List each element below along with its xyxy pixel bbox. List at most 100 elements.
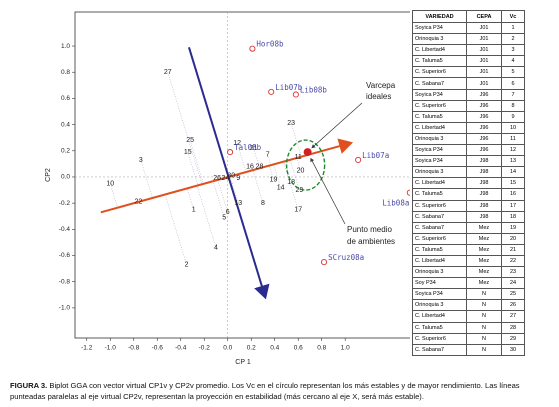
table-cell: 27: [501, 310, 525, 323]
table-cell: Soy P34: [412, 277, 467, 290]
genotype-label: 23: [287, 120, 295, 127]
table-cell: 18: [501, 210, 525, 223]
projection-line: [273, 164, 281, 188]
table-cell: Orinoquia 3: [412, 132, 467, 146]
table-cell: 3: [501, 44, 525, 57]
table-cell: 2: [501, 33, 525, 46]
environment-point: [227, 149, 234, 156]
table-cell: 8: [501, 99, 525, 112]
table-row: C. Libertad4 J96 10: [412, 121, 525, 134]
table-cell: 10: [501, 121, 525, 134]
table-row: C. Superior6 Mez 20: [412, 232, 525, 245]
cp2v-vector: [188, 47, 270, 300]
table-cell: 14: [501, 166, 525, 179]
table-cell: J01: [466, 77, 502, 90]
table-cell: J96: [466, 121, 502, 134]
table-row: C. Taluma5 J96 9: [412, 110, 525, 123]
x-tick-label: -1.2: [81, 345, 93, 352]
table-row: C. Superior6 J01 5: [412, 66, 525, 79]
genotype-label: 4: [214, 245, 218, 252]
projection-line: [289, 159, 300, 191]
environment-label: Lib08b: [300, 85, 328, 94]
table-cell: C. Libertad4: [412, 177, 467, 190]
genotype-label: 8: [261, 200, 265, 207]
projection-line: [187, 152, 199, 186]
genotype-label: 20: [297, 167, 305, 174]
table-cell: 6: [501, 77, 525, 90]
caption: FIGURA 3. Biplot GGA con vector virtual …: [10, 380, 550, 402]
y-tick-label: -0.6: [59, 252, 71, 259]
genotype-label: 21: [250, 145, 258, 152]
table-row: C. Sabana7 N 30: [412, 343, 525, 356]
table-cell: 26: [501, 299, 525, 312]
table-cell: C. Superior6: [412, 199, 467, 212]
table-cell: C. Taluma5: [412, 188, 467, 201]
genotype-label: 26: [213, 175, 221, 182]
x-axis-label: CP 1: [235, 359, 251, 366]
table-cell: J01: [466, 66, 502, 79]
table-cell: 17: [501, 199, 525, 212]
caption-label: FIGURA 3.: [10, 381, 48, 390]
projection-line: [212, 181, 225, 218]
environment-point: [406, 189, 410, 196]
table-cell: J96: [466, 144, 502, 157]
table-cell: J98: [466, 210, 502, 223]
projection-line: [290, 123, 302, 157]
table-row: Soyica P34 J01 1: [412, 21, 525, 35]
table-row: C. Libertad4 J98 15: [412, 177, 525, 190]
table-cell: J01: [466, 44, 502, 57]
projection-line: [283, 161, 299, 210]
table-cell: C. Libertad4: [412, 254, 467, 268]
annotation-arrow: [310, 157, 346, 225]
y-tick-label: -0.2: [59, 200, 71, 207]
table-cell: 1: [501, 21, 525, 35]
environment-point: [268, 88, 275, 95]
table-cell: J96: [466, 88, 502, 101]
x-tick-label: 0.8: [317, 345, 326, 352]
table-cell: Soyica P34: [412, 288, 467, 301]
genotype-label: 30: [227, 172, 235, 179]
table-cell: 16: [501, 188, 525, 201]
table-cell: J01: [466, 55, 502, 68]
table-cell: 21: [501, 243, 525, 256]
genotype-label: 9: [236, 175, 240, 182]
table-cell: Soyica P34: [412, 155, 467, 168]
y-tick-label: -0.4: [59, 226, 71, 233]
table-row: Orinoquia 3 Mez 23: [412, 266, 525, 279]
projection-line: [110, 183, 118, 208]
genotype-label: 10: [106, 180, 114, 187]
genotype-label: 13: [234, 200, 242, 207]
stability-ellipse: [285, 139, 326, 191]
projection-line: [249, 166, 252, 171]
table-cell: 13: [501, 155, 525, 168]
table-row: Soy P34 Mez 24: [412, 277, 525, 290]
y-tick-label: 0.0: [61, 174, 70, 181]
table-cell: Mez: [466, 232, 502, 245]
annotation: ideales: [366, 92, 391, 101]
table-cell: C. Sabana7: [412, 221, 467, 234]
annotation: Punto medio: [347, 225, 392, 234]
table-row: C. Taluma5 Mez 21: [412, 243, 525, 256]
y-axis-label: CP2: [45, 168, 52, 182]
mean-point: [303, 148, 312, 157]
table-cell: N: [466, 288, 502, 301]
projection-line: [140, 159, 153, 199]
table-cell: N: [466, 321, 502, 334]
table-row: Orinoquia 3 J96 11: [412, 132, 525, 146]
table-cell: J98: [466, 155, 502, 168]
x-tick-label: -0.8: [128, 345, 140, 352]
table-cell: 20: [501, 232, 525, 245]
table-cell: 29: [501, 332, 525, 345]
table-header-cell: VARIEDAD: [412, 10, 467, 23]
table-row: Orinoquia 3 J98 14: [412, 166, 525, 179]
annotation: de ambientes: [347, 237, 395, 246]
table-cell: Orinoquia 3: [412, 166, 467, 179]
projection-line: [196, 185, 217, 248]
table-cell: C. Superior6: [412, 66, 467, 79]
table-cell: C. Taluma5: [412, 321, 467, 334]
x-tick-label: 0.2: [247, 345, 256, 352]
table-cell: J98: [466, 188, 502, 201]
table-row: C. Libertad4 N 27: [412, 310, 525, 323]
table-cell: J98: [466, 166, 502, 179]
